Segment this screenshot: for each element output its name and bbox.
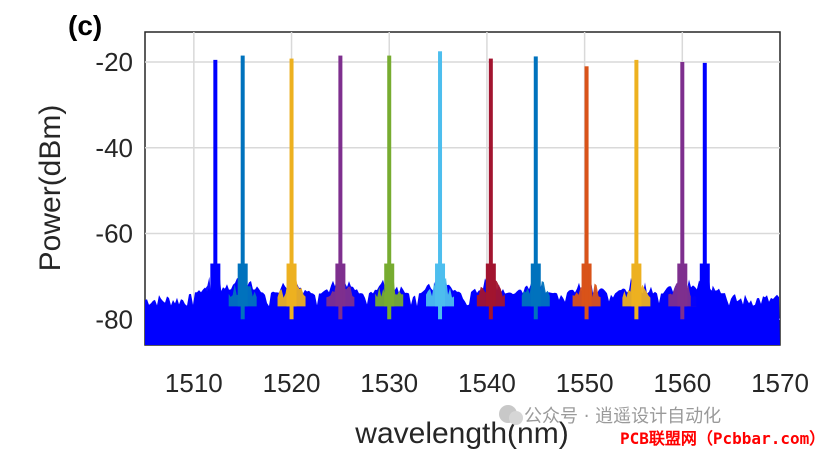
peak-6 bbox=[426, 51, 455, 320]
peak-9 bbox=[572, 66, 601, 320]
x-axis-label: wavelength(nm) bbox=[354, 417, 568, 450]
peak-3-line bbox=[289, 58, 294, 320]
noise-floor-band bbox=[145, 274, 780, 345]
peak-5 bbox=[375, 55, 404, 320]
wechat-icon-bubble bbox=[509, 411, 523, 425]
peak-1-line bbox=[213, 59, 218, 320]
x-tick-label-1570: 1570 bbox=[751, 368, 809, 398]
y-tick-label--60: -60 bbox=[95, 219, 133, 249]
peak-9-line bbox=[584, 66, 589, 320]
y-axis-ticks: -20 -40 -60 -80 bbox=[95, 47, 133, 334]
peak-4-sideband bbox=[326, 269, 355, 307]
y-tick-label--40: -40 bbox=[95, 133, 133, 163]
peak-4 bbox=[326, 55, 355, 320]
x-tick-label-1520: 1520 bbox=[263, 368, 321, 398]
peak-10-sideband bbox=[622, 273, 651, 307]
peak-3 bbox=[277, 58, 306, 320]
peak-10-line bbox=[634, 59, 639, 320]
peak-8 bbox=[521, 56, 550, 320]
peak-7 bbox=[476, 58, 505, 320]
x-tick-label-1550: 1550 bbox=[556, 368, 614, 398]
peak-2-line bbox=[240, 55, 245, 320]
peaks-layer bbox=[201, 51, 719, 320]
peak-6-line bbox=[438, 51, 443, 320]
noise-floor bbox=[145, 274, 780, 345]
peak-4-line bbox=[338, 55, 343, 320]
watermark-brand-text: PCB联盟网（Pcbbar.com） bbox=[620, 429, 824, 448]
peak-7-line bbox=[488, 58, 493, 320]
x-tick-label-1560: 1560 bbox=[653, 368, 711, 398]
panel-label: (c) bbox=[68, 10, 102, 41]
x-tick-label-1530: 1530 bbox=[360, 368, 418, 398]
peak-5-line bbox=[387, 55, 392, 320]
peak-10 bbox=[622, 59, 651, 320]
peak-1 bbox=[201, 59, 230, 320]
watermark: 公众号 · 逍遥设计自动化 PCB联盟网（Pcbbar.com） bbox=[499, 405, 824, 448]
y-axis-label: Power(dBm) bbox=[34, 105, 67, 272]
x-axis-ticks: 1510 1520 1530 1540 1550 1560 1570 bbox=[165, 368, 809, 398]
peak-8-line bbox=[533, 56, 538, 320]
x-tick-label-1540: 1540 bbox=[458, 368, 516, 398]
peak-12 bbox=[690, 62, 719, 320]
peak-11 bbox=[668, 62, 697, 320]
y-tick-label--20: -20 bbox=[95, 47, 133, 77]
peak-11-line bbox=[680, 62, 685, 320]
y-tick-label--80: -80 bbox=[95, 304, 133, 334]
x-tick-label-1510: 1510 bbox=[165, 368, 223, 398]
watermark-wechat-text: 公众号 · 逍遥设计自动化 bbox=[524, 406, 721, 427]
peak-2 bbox=[228, 55, 257, 320]
peak-12-line bbox=[702, 62, 707, 320]
